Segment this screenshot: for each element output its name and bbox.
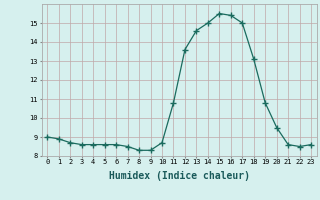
X-axis label: Humidex (Indice chaleur): Humidex (Indice chaleur) — [109, 171, 250, 181]
